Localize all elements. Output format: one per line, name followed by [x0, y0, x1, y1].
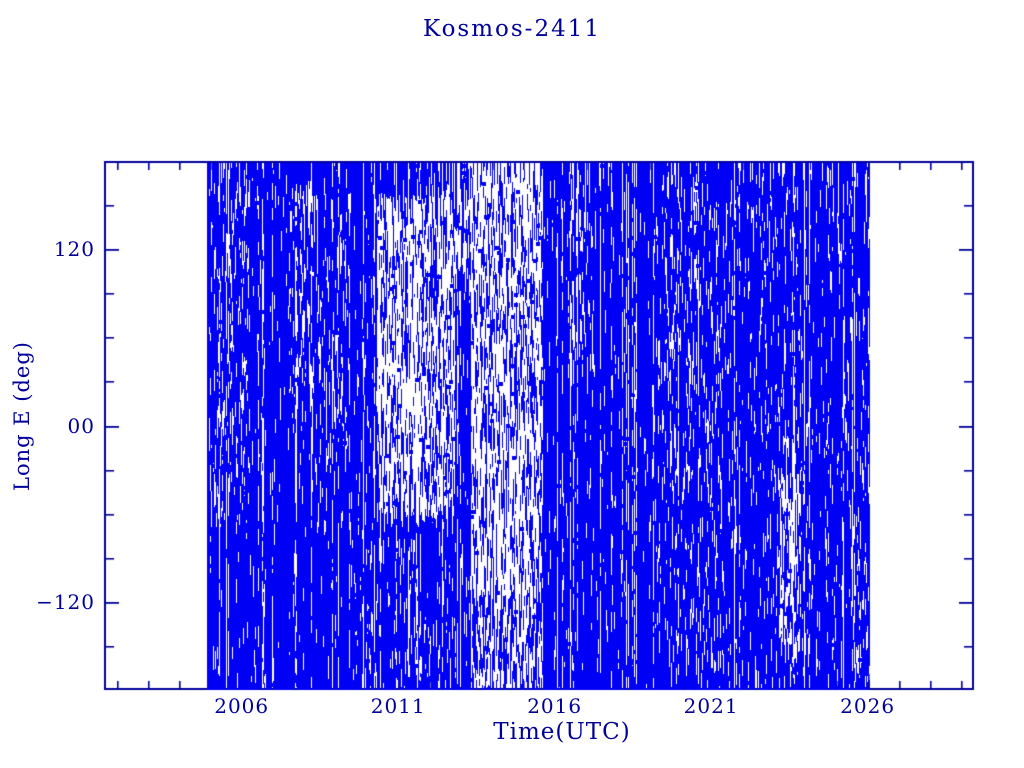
- x-tick-label-2016: 2016: [527, 694, 583, 718]
- y-tick-label-120: 120: [53, 237, 95, 262]
- x-tick-label-2026: 2026: [840, 694, 896, 718]
- chart-title: Kosmos-2411: [423, 16, 601, 42]
- x-axis-label: Time(UTC): [493, 719, 631, 745]
- y-tick-label--120: −120: [36, 589, 95, 614]
- y-tick-label-0: 00: [67, 413, 95, 438]
- x-tick-label-2006: 2006: [214, 694, 270, 718]
- x-tick-label-2021: 2021: [683, 694, 739, 718]
- x-tick-label-2011: 2011: [370, 694, 426, 718]
